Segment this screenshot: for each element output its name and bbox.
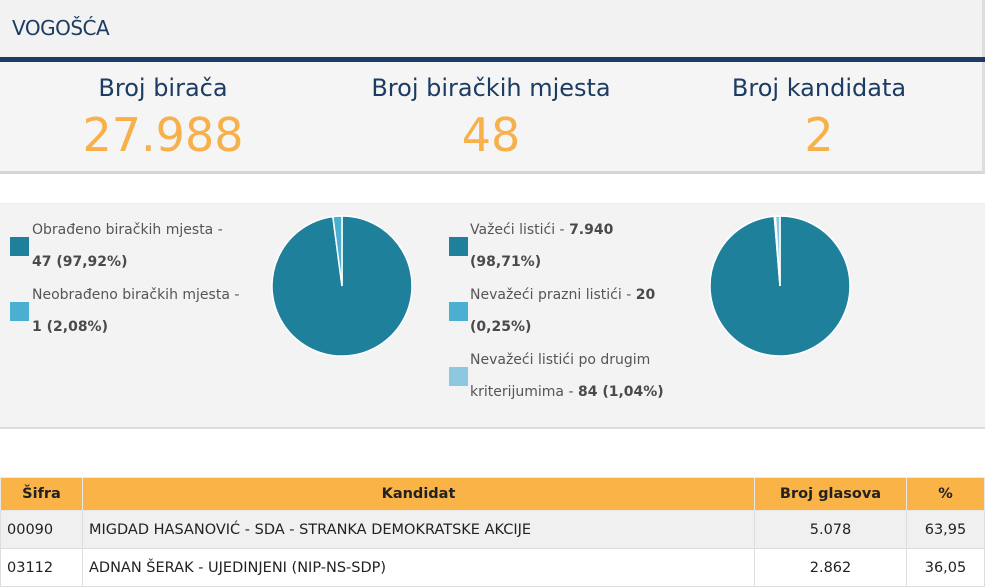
legend-swatch — [10, 237, 29, 256]
legend-blank: Nevažeći prazni listići - 20 (0,25%) — [470, 279, 655, 343]
legend-value: 47 (97,92%) — [32, 254, 128, 270]
legend-value: 20 — [635, 287, 656, 303]
pie-slice[interactable] — [774, 215, 781, 287]
legend-label: Nevažeći prazni listići - — [470, 287, 632, 303]
legend-label: Nevažeći listići po drugim — [470, 352, 651, 368]
stat-value: 2 — [804, 108, 834, 162]
page-title: VOGOŠĆA — [12, 16, 110, 40]
legend-value: 7.940 — [569, 222, 614, 238]
legend-label: Važeći listići - — [470, 222, 565, 238]
legend-swatch — [449, 237, 468, 256]
col-candidate[interactable]: Kandidat — [82, 477, 755, 511]
stat-candidates: Broj kandidata 2 — [659, 74, 979, 162]
results-table: Šifra Kandidat Broj glasova % 00090 MIGD… — [0, 477, 985, 587]
cell-code: 00090 — [0, 510, 83, 549]
header-divider — [0, 57, 985, 62]
cell-candidate: ADNAN ŠERAK - UJEDINJENI (NIP-NS-SDP) — [82, 548, 755, 587]
legend-label: Obrađeno biračkih mjesta - — [32, 222, 223, 238]
cell-percent: 63,95 — [906, 510, 985, 549]
pie-slice[interactable] — [332, 215, 343, 287]
legend-processed: Obrađeno biračkih mjesta - 47 (97,92%) — [32, 214, 223, 278]
col-votes[interactable]: Broj glasova — [754, 477, 907, 511]
cell-votes: 5.078 — [754, 510, 907, 549]
legend-unprocessed: Neobrađeno biračkih mjesta - 1 (2,08%) — [32, 279, 239, 343]
cell-candidate: MIGDAD HASANOVIĆ - SDA - STRANKA DEMOKRA… — [82, 510, 755, 549]
stat-label: Broj birača — [98, 74, 228, 102]
stat-value: 27.988 — [82, 108, 244, 162]
stats-section: Broj birača 27.988 Broj biračkih mjesta 48… — [0, 62, 985, 174]
cell-code: 03112 — [0, 548, 83, 587]
page-header: VOGOŠĆA — [0, 0, 985, 57]
legend-percent: (98,71%) — [470, 254, 542, 270]
legend-other-invalid: Nevažeći listići po drugim kriterijumima … — [470, 344, 664, 408]
charts-panel: Obrađeno biračkih mjesta - 47 (97,92%) Ne… — [0, 203, 985, 429]
stat-value: 48 — [461, 108, 521, 162]
stat-label: Broj kandidata — [731, 74, 907, 102]
table-row: 03112 ADNAN ŠERAK - UJEDINJENI (NIP-NS-S… — [0, 548, 985, 587]
cell-votes: 2.862 — [754, 548, 907, 587]
legend-swatch — [449, 367, 468, 386]
legend-value: 1 (2,08%) — [32, 319, 108, 335]
pie-chart-ballots — [709, 215, 851, 357]
legend-label: kriterijumima - — [470, 384, 574, 400]
legend-swatch — [449, 302, 468, 321]
legend-valid: Važeći listići - 7.940 (98,71%) — [470, 214, 613, 278]
stat-polling-stations: Broj biračkih mjesta 48 — [331, 74, 651, 162]
table-row: 00090 MIGDAD HASANOVIĆ - SDA - STRANKA D… — [0, 510, 985, 549]
legend-value: 84 (1,04%) — [577, 384, 664, 400]
legend-label: Neobrađeno biračkih mjesta - — [32, 287, 240, 303]
cell-percent: 36,05 — [906, 548, 985, 587]
stat-voters: Broj birača 27.988 — [3, 74, 323, 162]
col-code[interactable]: Šifra — [0, 477, 83, 511]
pie-chart-stations — [271, 215, 413, 357]
stat-label: Broj biračkih mjesta — [371, 74, 611, 102]
legend-swatch — [10, 302, 29, 321]
legend-percent: (0,25%) — [470, 319, 532, 335]
col-percent[interactable]: % — [906, 477, 985, 511]
